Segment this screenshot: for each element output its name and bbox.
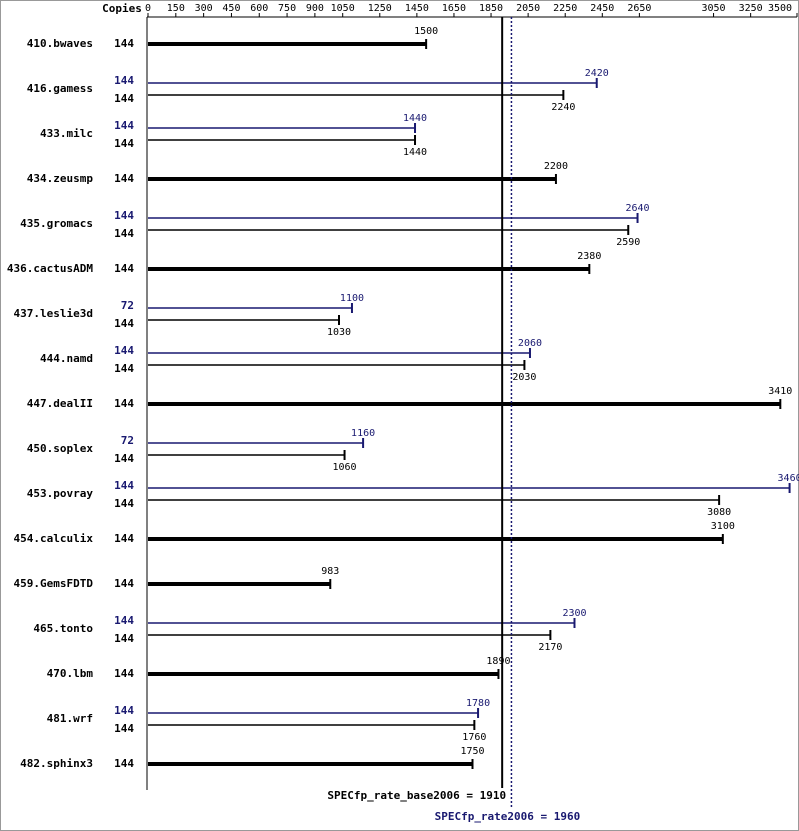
x-tick-label: 1250 [368, 3, 392, 14]
value-label: 1500 [414, 26, 438, 37]
copies: 144 [114, 577, 134, 590]
x-tick-label: 1650 [442, 3, 466, 14]
x-tick-label: 750 [278, 3, 296, 14]
copies: 144 [114, 317, 134, 330]
peak-value-label: 2300 [562, 608, 586, 619]
benchmark-label: 447.dealII [27, 397, 93, 410]
peak-copies: 144 [114, 614, 134, 627]
copies: 144 [114, 497, 134, 510]
x-tick-label: 600 [250, 3, 268, 14]
x-tick-label: 450 [222, 3, 240, 14]
peak-copies: 144 [114, 704, 134, 717]
benchmark-label: 454.calculix [14, 532, 94, 545]
value-label: 3410 [768, 386, 792, 397]
benchmark-label: 470.lbm [47, 667, 94, 680]
value-label: 3080 [707, 507, 731, 518]
value-label: 2030 [512, 372, 536, 383]
peak-value-label: 2420 [585, 68, 609, 79]
x-tick-label: 1850 [479, 3, 503, 14]
x-tick-label: 150 [167, 3, 185, 14]
benchmark-label: 465.tonto [33, 622, 93, 635]
x-tick-label: 0 [145, 3, 151, 14]
copies: 144 [114, 262, 134, 275]
value-label: 1890 [486, 656, 510, 667]
x-tick-label: 3050 [702, 3, 726, 14]
peak-copies: 144 [114, 344, 134, 357]
benchmark-label: 436.cactusADM [7, 262, 93, 275]
benchmark-label: 450.soplex [27, 442, 94, 455]
value-label: 2380 [577, 251, 601, 262]
copies: 144 [114, 137, 134, 150]
peak-value-label: 1440 [403, 113, 427, 124]
copies: 144 [114, 632, 134, 645]
peak-copies: 144 [114, 479, 134, 492]
value-label: 1440 [403, 147, 427, 158]
benchmark-label: 435.gromacs [20, 217, 93, 230]
value-label: 2170 [538, 642, 562, 653]
value-label: 1750 [460, 746, 484, 757]
benchmark-label: 482.sphinx3 [20, 757, 93, 770]
copies: 144 [114, 37, 134, 50]
x-tick-label: 1450 [405, 3, 429, 14]
value-label: 2240 [551, 102, 575, 113]
value-label: 3100 [711, 521, 735, 532]
value-label: 1060 [333, 462, 357, 473]
value-label: 1030 [327, 327, 351, 338]
x-tick-label: 300 [195, 3, 213, 14]
x-tick-label: 3500 [768, 3, 792, 14]
benchmark-label: 410.bwaves [27, 37, 93, 50]
copies-header: Copies [102, 2, 142, 15]
x-tick-label: 2650 [627, 3, 651, 14]
x-tick-label: 2050 [516, 3, 540, 14]
benchmark-label: 459.GemsFDTD [14, 577, 94, 590]
peak-copies: 72 [121, 434, 134, 447]
copies: 144 [114, 92, 134, 105]
benchmark-label: 481.wrf [47, 712, 93, 725]
copies: 144 [114, 172, 134, 185]
value-label: 983 [321, 566, 339, 577]
copies: 144 [114, 452, 134, 465]
benchmark-label: 416.gamess [27, 82, 93, 95]
reference-label: SPECfp_rate_base2006 = 1910 [327, 789, 506, 802]
x-tick-label: 2450 [590, 3, 614, 14]
value-label: 1760 [462, 732, 486, 743]
copies: 144 [114, 397, 134, 410]
peak-value-label: 3460 [778, 473, 799, 484]
benchmark-label: 434.zeusmp [27, 172, 94, 185]
benchmark-label: 437.leslie3d [14, 307, 93, 320]
copies: 144 [114, 532, 134, 545]
peak-value-label: 2060 [518, 338, 542, 349]
reference-label: SPECfp_rate2006 = 1960 [435, 810, 581, 823]
peak-value-label: 2640 [625, 203, 649, 214]
peak-copies: 144 [114, 119, 134, 132]
benchmark-label: 444.namd [40, 352, 93, 365]
peak-value-label: 1100 [340, 293, 364, 304]
copies: 144 [114, 227, 134, 240]
value-label: 2590 [616, 237, 640, 248]
peak-value-label: 1160 [351, 428, 375, 439]
x-tick-label: 3250 [739, 3, 763, 14]
copies: 144 [114, 362, 134, 375]
copies: 144 [114, 722, 134, 735]
copies: 144 [114, 757, 134, 770]
peak-copies: 144 [114, 209, 134, 222]
peak-value-label: 1780 [466, 698, 490, 709]
peak-copies: 144 [114, 74, 134, 87]
x-tick-label: 1050 [331, 3, 355, 14]
benchmark-label: 453.povray [27, 487, 94, 500]
x-tick-label: 2250 [553, 3, 577, 14]
copies: 144 [114, 667, 134, 680]
benchmark-label: 433.milc [40, 127, 93, 140]
value-label: 2200 [544, 161, 568, 172]
peak-copies: 72 [121, 299, 134, 312]
x-tick-label: 900 [306, 3, 324, 14]
